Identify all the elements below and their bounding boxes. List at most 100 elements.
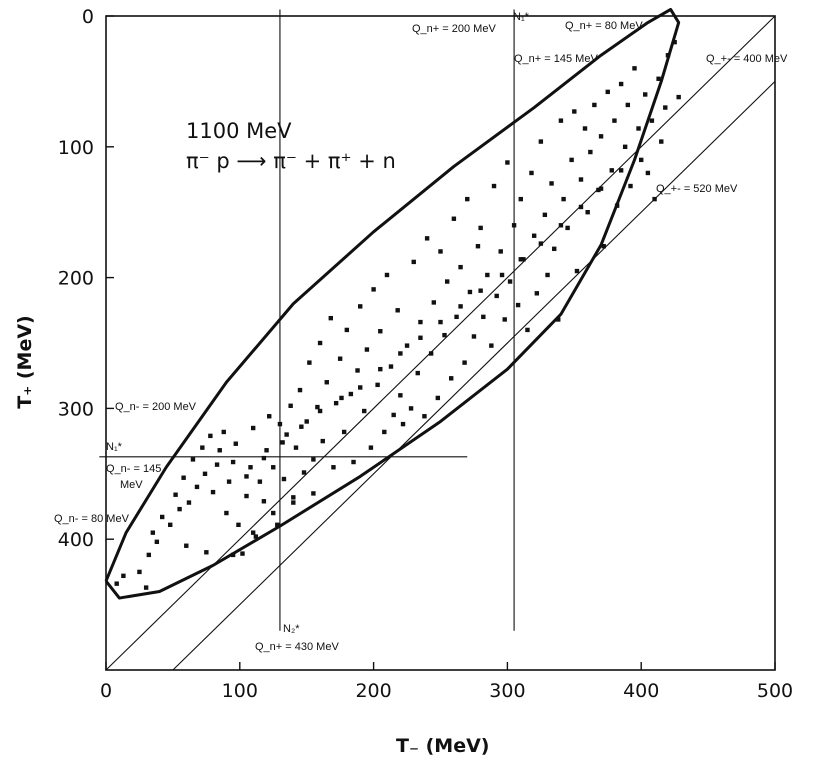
data-point xyxy=(485,272,490,278)
data-point xyxy=(240,551,245,556)
data-point xyxy=(534,291,540,296)
data-point xyxy=(428,351,434,356)
data-point xyxy=(444,279,450,284)
data-point xyxy=(645,170,651,176)
data-point xyxy=(230,552,236,558)
data-point xyxy=(177,506,182,512)
data-point xyxy=(656,76,661,81)
data-point xyxy=(478,288,483,293)
y-tick-label: 0 xyxy=(82,6,94,28)
data-point xyxy=(280,440,285,445)
data-point xyxy=(317,408,323,414)
data-point xyxy=(253,534,259,539)
data-point xyxy=(465,196,470,202)
annotation-qn-plus-80: Q_n+ = 80 MeV xyxy=(565,20,643,32)
data-point xyxy=(168,522,173,528)
data-point xyxy=(431,300,437,305)
data-point xyxy=(507,279,513,284)
data-point xyxy=(549,181,554,186)
data-point xyxy=(217,448,222,453)
data-point xyxy=(561,196,566,202)
data-point xyxy=(233,441,238,446)
data-point xyxy=(261,455,267,461)
data-point xyxy=(458,264,463,270)
data-point xyxy=(304,419,309,424)
data-point xyxy=(422,414,427,419)
data-point xyxy=(612,118,617,123)
data-point xyxy=(214,462,220,467)
data-point xyxy=(398,393,403,398)
data-point xyxy=(358,304,363,309)
data-point xyxy=(518,196,523,202)
plot-area-frame xyxy=(105,15,776,671)
data-point xyxy=(388,364,394,369)
data-point xyxy=(264,448,269,453)
data-point xyxy=(643,92,648,97)
data-point xyxy=(665,53,671,58)
data-point xyxy=(400,421,406,427)
data-point xyxy=(333,400,339,406)
x-tick-label: 400 xyxy=(623,680,659,702)
data-point xyxy=(121,573,126,579)
data-point xyxy=(588,149,593,155)
x-tick-label: 0 xyxy=(100,680,112,702)
data-point xyxy=(277,421,283,427)
data-point xyxy=(569,157,574,163)
data-point xyxy=(378,329,383,334)
data-point xyxy=(311,457,316,462)
data-point xyxy=(288,403,293,408)
data-point xyxy=(531,233,537,238)
data-point xyxy=(315,404,320,410)
data-point xyxy=(375,382,380,388)
data-point xyxy=(208,433,213,439)
data-point xyxy=(190,457,196,462)
reaction-label: π⁻ p ⟶ π⁻ + π⁺ + n xyxy=(186,149,396,173)
beam-energy-label: 1100 MeV xyxy=(186,119,292,143)
data-point xyxy=(636,126,641,131)
data-point xyxy=(449,376,454,381)
data-point xyxy=(297,387,303,393)
annotation-n2-star: N₂* xyxy=(283,623,300,635)
annotation-qn-minus-145: Q_n- = 145 xyxy=(106,463,161,475)
x-tick-label: 300 xyxy=(489,680,525,702)
data-point xyxy=(454,314,459,320)
annotation-qn-minus-80: Q_n- = 80 MeV xyxy=(54,513,130,525)
data-point xyxy=(404,343,410,348)
data-point xyxy=(344,327,350,333)
data-point xyxy=(154,539,160,545)
data-point xyxy=(478,225,483,231)
data-point xyxy=(481,314,486,320)
data-point xyxy=(515,302,521,308)
data-point xyxy=(244,474,249,479)
annotation-q-pm-520: Q_+- = 520 MeV xyxy=(656,183,738,195)
data-point xyxy=(458,304,463,309)
annotation-qn-minus-145-unit: MeV xyxy=(120,479,143,491)
data-point xyxy=(248,465,253,470)
data-point xyxy=(471,334,477,339)
y-tick-label: 200 xyxy=(58,268,94,290)
data-point xyxy=(408,406,414,411)
data-point xyxy=(451,216,457,221)
data-point xyxy=(368,445,374,450)
data-point xyxy=(538,139,544,144)
data-point xyxy=(184,543,189,548)
y-tick-label: 400 xyxy=(58,529,94,551)
data-point xyxy=(181,475,186,480)
diagonal-reference-line xyxy=(105,15,776,671)
data-point xyxy=(395,308,400,313)
data-point xyxy=(337,356,343,361)
annotation-n1-star-left: N₁* xyxy=(106,441,123,453)
data-point xyxy=(499,272,505,278)
data-point xyxy=(143,585,149,590)
annotation-qn-plus-430: Q_n+ = 430 MeV xyxy=(255,641,339,653)
data-point xyxy=(542,212,548,218)
annotation-n1-star-top: N₁* xyxy=(513,11,530,23)
data-point xyxy=(518,257,523,262)
data-point xyxy=(351,459,356,465)
data-point xyxy=(505,160,510,165)
x-tick-label: 500 xyxy=(757,680,793,702)
data-point xyxy=(391,412,396,418)
data-point xyxy=(625,102,631,108)
data-point xyxy=(173,492,178,497)
data-point xyxy=(605,89,610,95)
